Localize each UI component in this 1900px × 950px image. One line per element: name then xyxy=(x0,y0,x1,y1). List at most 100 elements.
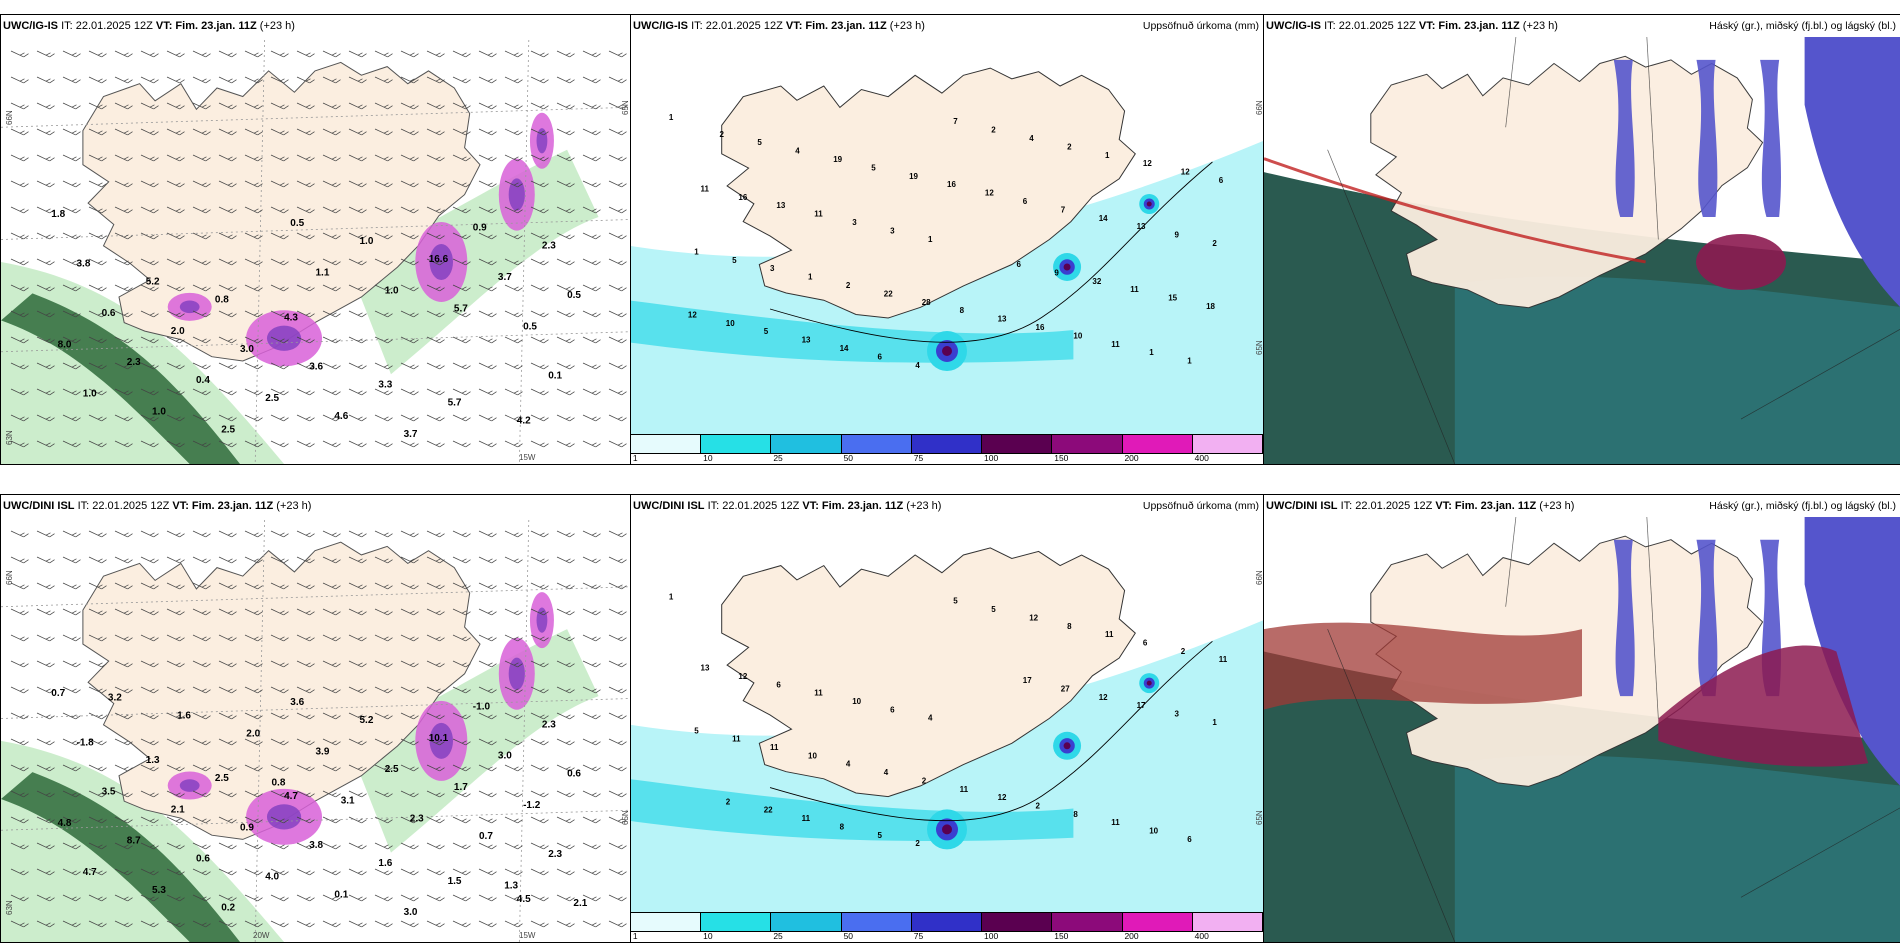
value-label: 6 xyxy=(776,680,781,689)
wind-barb xyxy=(348,284,367,292)
mid-cloud-streak xyxy=(1696,59,1718,218)
value-label: 19 xyxy=(909,172,918,181)
wind-barb xyxy=(426,128,445,136)
wind-barb xyxy=(166,440,185,448)
wind-barb xyxy=(244,388,263,396)
value-label: 17 xyxy=(1023,676,1032,685)
wind-barb xyxy=(582,764,601,772)
wind-barb xyxy=(36,842,55,850)
wind-barb xyxy=(140,920,159,928)
value-label: 5.7 xyxy=(454,303,468,314)
wind-barb xyxy=(10,310,29,318)
wind-barb xyxy=(426,414,445,422)
wind-barb xyxy=(608,816,627,824)
value-label: 3.8 xyxy=(309,840,323,851)
wind-barb xyxy=(582,102,601,110)
value-label: 5 xyxy=(694,726,699,735)
wind-barb xyxy=(270,284,289,292)
value-label: 4.7 xyxy=(83,867,97,878)
value-label: 8 xyxy=(1067,622,1072,631)
value-label: 5 xyxy=(953,597,958,606)
wind-barb xyxy=(218,310,237,318)
convective-core xyxy=(536,607,548,633)
wind-barb xyxy=(62,154,81,162)
value-label: 4.2 xyxy=(517,416,531,427)
boundary-line xyxy=(1645,15,1659,240)
wind-barb xyxy=(62,440,81,448)
wind-barb xyxy=(296,842,315,850)
wind-barb xyxy=(270,868,289,876)
wind-barb xyxy=(374,258,393,266)
wind-barb xyxy=(270,816,289,824)
lat-label: 66N xyxy=(5,110,14,125)
value-label: 2.3 xyxy=(410,813,424,824)
wind-barb xyxy=(530,284,549,292)
wind-barb xyxy=(452,258,471,266)
valid-time: VT: Fim. 23.jan. 11Z xyxy=(172,500,274,512)
colorbar-tick-label: 100 xyxy=(984,453,999,463)
wind-barb xyxy=(348,232,367,240)
panel-title: Uppsöfnuð úrkoma (mm) xyxy=(1142,20,1259,32)
wind-barb xyxy=(348,440,367,448)
wind-barb xyxy=(10,232,29,240)
wind-barb xyxy=(348,154,367,162)
wind-barb xyxy=(140,686,159,694)
wind-barb xyxy=(10,790,29,798)
wind-barb xyxy=(62,414,81,422)
wind-barb xyxy=(244,362,263,370)
wind-barb xyxy=(504,154,523,162)
value-label: 10 xyxy=(808,751,817,760)
wind-barb xyxy=(504,206,523,214)
wind-barb xyxy=(582,816,601,824)
wind-barb xyxy=(426,154,445,162)
wind-barb xyxy=(270,634,289,642)
wind-barb xyxy=(478,336,497,344)
wind-barb xyxy=(530,530,549,538)
colorbar-segment xyxy=(631,434,702,454)
wind-barb xyxy=(114,102,133,110)
wind-barb xyxy=(166,310,185,318)
value-label: 0.2 xyxy=(221,903,235,914)
value-label: 22 xyxy=(764,806,773,815)
value-label: 6 xyxy=(1143,639,1148,648)
wind-barb xyxy=(218,764,237,772)
precip-cell-peak xyxy=(1146,201,1152,207)
value-label: 3 xyxy=(1175,710,1180,719)
wind-barb xyxy=(296,790,315,798)
wind-barb xyxy=(530,206,549,214)
wind-barb xyxy=(322,712,341,720)
wind-barb xyxy=(322,310,341,318)
value-label: 11 xyxy=(1219,655,1228,664)
colorbar-tick-label: 10 xyxy=(703,931,713,941)
value-label: 3.1 xyxy=(341,795,355,806)
wind-barb xyxy=(62,634,81,642)
wind-barb xyxy=(556,582,575,590)
wind-barb xyxy=(10,634,29,642)
value-label: 8 xyxy=(1073,810,1078,819)
value-label: 16 xyxy=(738,193,747,202)
value-label: -1.0 xyxy=(473,702,491,713)
wind-barb xyxy=(62,76,81,84)
wind-barb xyxy=(218,284,237,292)
wind-barb xyxy=(114,634,133,642)
wind-barb xyxy=(296,764,315,772)
wind-barb xyxy=(10,556,29,564)
wind-barb xyxy=(218,868,237,876)
wind-barb xyxy=(530,790,549,798)
precip-contour xyxy=(769,161,1213,343)
value-label: 13 xyxy=(998,315,1007,324)
precip-cell-peak xyxy=(1063,742,1071,750)
wind-barb xyxy=(400,180,419,188)
wind-barb xyxy=(296,738,315,746)
wind-barb xyxy=(88,310,107,318)
wind-barb xyxy=(270,102,289,110)
wind-barb xyxy=(452,842,471,850)
wind-barb xyxy=(530,582,549,590)
wind-barb xyxy=(218,414,237,422)
wind-barb xyxy=(348,790,367,798)
wind-barb xyxy=(504,414,523,422)
wind-barb xyxy=(36,816,55,824)
wind-barb xyxy=(582,582,601,590)
wind-barb xyxy=(478,660,497,668)
wind-barb xyxy=(556,362,575,370)
